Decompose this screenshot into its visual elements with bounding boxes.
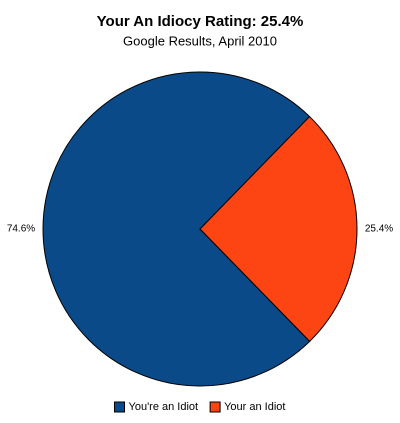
- chart-title: Your An Idiocy Rating: 25.4%: [97, 13, 304, 30]
- data-label: 25.4%: [365, 224, 393, 235]
- legend-swatch: [209, 401, 221, 413]
- data-label: 74.6%: [7, 224, 35, 235]
- legend-label: Your an Idiot: [224, 401, 285, 413]
- pie-slice: [42, 71, 311, 387]
- legend: You're an Idiot Your an Idiot: [114, 401, 285, 413]
- legend-label: You're an Idiot: [129, 401, 199, 413]
- legend-swatch: [114, 401, 126, 413]
- chart-subtitle: Google Results, April 2010: [123, 33, 277, 48]
- pie-slice: [199, 115, 358, 343]
